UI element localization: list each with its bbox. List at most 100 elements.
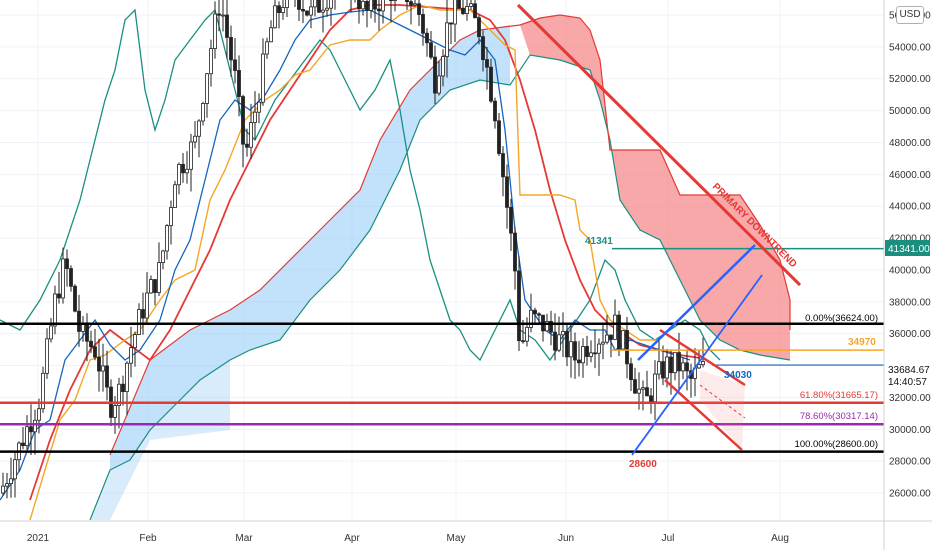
channel-blue-upper	[637, 244, 756, 361]
candle-body	[1, 485, 5, 494]
candle-body	[77, 310, 81, 332]
price-tick-label: 46000.00	[889, 170, 931, 181]
candle-body	[225, 14, 229, 38]
candle-body	[409, 1, 413, 6]
price-tick-label: 54000.00	[889, 42, 931, 53]
candle-body	[565, 331, 569, 358]
candle-body	[137, 309, 141, 335]
candle-body	[629, 363, 633, 381]
candle-body	[97, 356, 101, 372]
candle-body	[649, 395, 653, 403]
candle-body	[133, 334, 137, 349]
candle-body	[605, 334, 609, 343]
candle-body	[5, 483, 9, 487]
candle-body	[549, 320, 553, 333]
candle-body	[625, 330, 629, 365]
candle-body	[301, 8, 305, 12]
candle-body	[185, 168, 189, 174]
price-tag-41341-bg	[885, 240, 930, 256]
time-tick-label: Aug	[771, 533, 789, 544]
candle-body	[577, 359, 581, 364]
price-tick-label: 32000.00	[889, 393, 931, 404]
price-tick-label: 28000.00	[889, 457, 931, 468]
candle-body	[297, 0, 301, 10]
candle-body	[413, 3, 417, 6]
candle-body	[593, 352, 597, 355]
candle-body	[141, 309, 145, 319]
candle-body	[645, 387, 649, 397]
candle-body	[125, 362, 129, 393]
candle-body	[513, 232, 517, 272]
candle-body	[197, 120, 201, 137]
candle-body	[581, 346, 585, 364]
blue-level-label: 34030	[724, 370, 752, 381]
candle-body	[653, 373, 657, 403]
candle-body	[277, 5, 281, 14]
fib-786-label: 78.60%(30317.14)	[800, 411, 878, 422]
candle-body	[673, 352, 677, 374]
candle-body	[89, 340, 93, 348]
candle-body	[701, 361, 705, 366]
candle-body	[41, 372, 45, 410]
candle-body	[489, 66, 493, 102]
candle-body	[305, 10, 309, 16]
senkou-a-line	[89, 54, 791, 520]
ichimoku-cloud	[89, 14, 791, 520]
candle-body	[53, 293, 57, 327]
candle-body	[545, 320, 549, 332]
candle-body	[165, 225, 169, 252]
candle-body	[457, 0, 461, 9]
candle-body	[621, 330, 625, 350]
time-axis[interactable]: 2021 Feb Mar Apr May Jun Jul Aug	[27, 533, 789, 544]
candle-body	[257, 101, 261, 113]
candle-body	[505, 176, 509, 208]
currency-button[interactable]: USD	[896, 6, 924, 24]
candle-body	[13, 459, 17, 480]
channel-red-projection	[700, 370, 745, 450]
time-tick-label: Apr	[344, 533, 360, 544]
time-tick-label: Mar	[235, 533, 253, 544]
candle-body	[313, 0, 317, 8]
candle-body	[249, 122, 253, 148]
candle-body	[381, 0, 385, 12]
candle-body	[201, 103, 205, 122]
candle-body	[329, 0, 333, 9]
time-tick-label: May	[447, 533, 466, 544]
tenkan-blue-line	[0, 9, 691, 501]
candle-body	[361, 0, 365, 10]
candle-body	[585, 346, 589, 357]
candle-body	[685, 362, 689, 372]
price-tick-label: 50000.00	[889, 106, 931, 117]
candle-body	[485, 59, 489, 68]
price-tick-label: 42000.00	[889, 234, 931, 245]
candle-body	[325, 7, 329, 11]
candle-body	[65, 258, 69, 269]
price-tick-label: 38000.00	[889, 297, 931, 308]
candle-body	[261, 53, 265, 103]
candle-body	[161, 250, 165, 263]
cloud-bear-fill	[520, 15, 790, 360]
candle-body	[557, 334, 561, 351]
candle-body	[677, 352, 681, 372]
candle-body	[433, 56, 437, 94]
candle-body	[449, 22, 453, 25]
candle-body	[357, 0, 361, 10]
candle-body	[121, 383, 125, 393]
candle-body	[273, 5, 277, 29]
candle-body	[181, 164, 185, 174]
candle-body	[93, 346, 97, 358]
candle-body	[497, 120, 501, 154]
candle-body	[265, 41, 269, 55]
candle-body	[517, 270, 521, 342]
candle-body	[569, 341, 573, 358]
candle-body	[597, 343, 601, 354]
candle-body	[233, 59, 237, 71]
candle-body	[169, 207, 173, 227]
candle-body	[473, 3, 477, 19]
candle-body	[377, 8, 381, 12]
candle-body	[681, 362, 685, 372]
candle-body	[189, 141, 193, 170]
candle-body	[153, 279, 157, 293]
candle-body	[209, 48, 213, 75]
